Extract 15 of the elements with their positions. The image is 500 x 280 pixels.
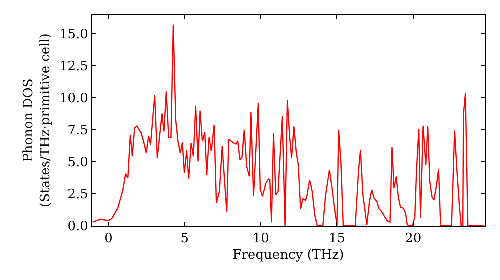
y-tick-label: 2.5 [68, 188, 88, 203]
y-tick-label: 10.0 [59, 92, 88, 107]
y-tick-label: 12.5 [59, 60, 88, 75]
line-series [92, 24, 485, 226]
x-axis-title: Frequency (THz) [232, 248, 344, 264]
x-tick-label: 10 [252, 232, 270, 247]
y-tick-label: 5.0 [68, 156, 88, 171]
y-tick-label: 0.0 [68, 220, 88, 235]
y-axis-title: Phonon DOS (States/THz·primitive cell) [21, 33, 54, 208]
x-tick-label: 15 [328, 232, 346, 247]
x-tick-label: 0 [104, 232, 113, 247]
x-tick-label: 20 [405, 232, 422, 247]
y-tick-label: 15.0 [59, 28, 88, 43]
y-tick-label: 7.5 [68, 124, 88, 139]
x-tick-label: 5 [180, 232, 190, 247]
